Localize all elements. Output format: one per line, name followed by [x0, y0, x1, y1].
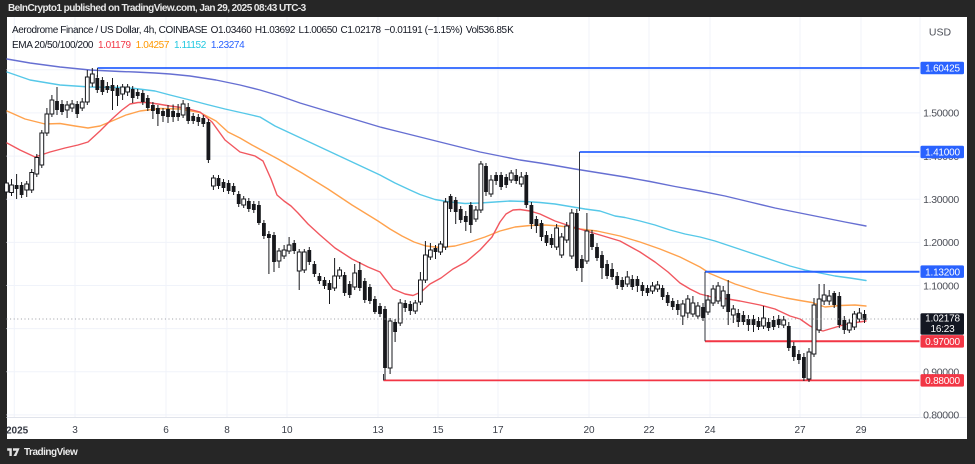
- svg-text:2025: 2025: [6, 426, 29, 437]
- svg-text:1.60425: 1.60425: [925, 64, 960, 75]
- svg-text:29: 29: [855, 425, 867, 436]
- svg-text:17: 17: [492, 425, 504, 436]
- svg-text:24: 24: [704, 425, 716, 436]
- svg-text:13: 13: [372, 425, 384, 436]
- svg-text:1.10000: 1.10000: [923, 280, 959, 292]
- svg-text:1.50000: 1.50000: [923, 108, 959, 120]
- svg-text:15: 15: [432, 425, 444, 436]
- svg-text:USD: USD: [929, 27, 952, 39]
- svg-text:0.80000: 0.80000: [923, 410, 959, 422]
- svg-text:1.41000: 1.41000: [925, 148, 960, 159]
- svg-text:10: 10: [281, 425, 293, 436]
- svg-text:8: 8: [224, 425, 230, 436]
- svg-text:3: 3: [72, 425, 78, 436]
- svg-text:0.88000: 0.88000: [925, 376, 960, 387]
- svg-text:16:23: 16:23: [930, 324, 955, 335]
- svg-text:22: 22: [643, 425, 655, 436]
- svg-text:1.30000: 1.30000: [923, 194, 959, 206]
- svg-text:1.02178: 1.02178: [925, 314, 960, 325]
- svg-text:1.20000: 1.20000: [923, 237, 959, 249]
- svg-text:6: 6: [163, 425, 169, 436]
- svg-text:1.13200: 1.13200: [925, 267, 960, 278]
- svg-text:20: 20: [583, 425, 595, 436]
- svg-text:27: 27: [794, 425, 806, 436]
- svg-text:0.97000: 0.97000: [925, 337, 960, 348]
